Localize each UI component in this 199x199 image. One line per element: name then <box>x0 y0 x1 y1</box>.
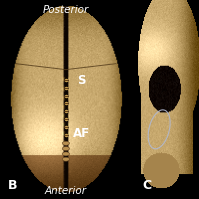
Text: Anterior: Anterior <box>45 186 87 196</box>
Ellipse shape <box>62 147 69 151</box>
Text: S: S <box>77 74 86 87</box>
Text: Posterior: Posterior <box>43 5 89 15</box>
Ellipse shape <box>62 152 69 156</box>
Text: B: B <box>8 179 17 192</box>
Ellipse shape <box>62 141 69 145</box>
Text: AF: AF <box>73 127 90 140</box>
Text: C: C <box>142 179 152 192</box>
Ellipse shape <box>62 157 69 161</box>
